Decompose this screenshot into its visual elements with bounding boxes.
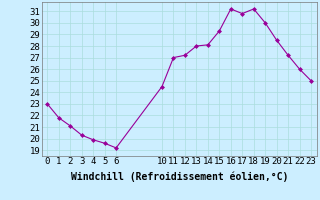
X-axis label: Windchill (Refroidissement éolien,°C): Windchill (Refroidissement éolien,°C) (70, 172, 288, 182)
